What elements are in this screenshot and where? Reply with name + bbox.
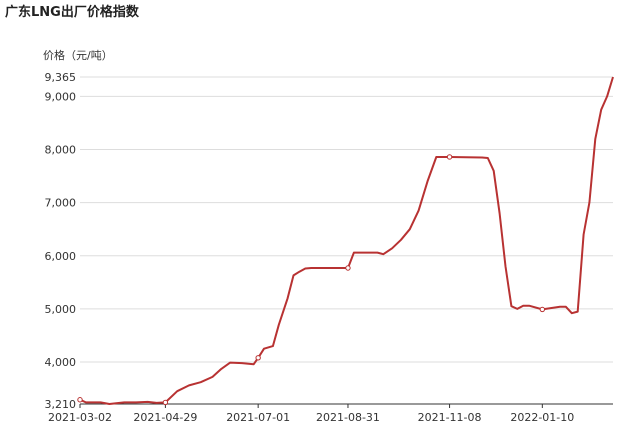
series-group [79,76,614,405]
y-tick-label: 5,000 [45,303,77,316]
y-tick-label: 7,000 [45,197,77,210]
x-tick-label: 2021-11-08 [418,411,482,424]
x-tick-labels: 2021-03-02 2021-04-29 2021-07-01 2021-08-31… [48,411,574,424]
x-tick-label: 2021-08-31 [316,411,380,424]
x-tick-label: 2021-04-29 [133,411,197,424]
x-tick-label: 2021-07-01 [226,411,290,424]
y-tick-label: 9,000 [45,90,77,103]
data-point-marker [345,265,351,271]
x-axis [79,403,613,408]
x-tick-label: 2022-01-10 [510,411,574,424]
y-tick-label: 4,000 [45,356,77,369]
y-axis-label: 价格（元/吨） [43,49,113,62]
price-line [79,76,614,405]
y-tick-label: 3,210 [45,398,77,411]
data-point-marker [446,154,453,160]
y-tick-label: 6,000 [45,250,77,263]
grid-lines [80,76,613,363]
data-point-marker [255,355,261,361]
data-point-marker [162,399,169,406]
data-point-marker [539,306,546,313]
x-tick-label: 2021-03-02 [48,411,112,424]
y-tick-label: 9,365 [45,71,77,84]
y-tick-labels: 3,210 4,000 5,000 6,000 7,000 8,000 9,000 9,365 [45,71,77,411]
y-tick-label: 8,000 [45,144,77,157]
data-point-marker [77,397,83,403]
marker-group [77,154,546,406]
chart-title: 广东LNG出厂价格指数 [5,5,139,20]
